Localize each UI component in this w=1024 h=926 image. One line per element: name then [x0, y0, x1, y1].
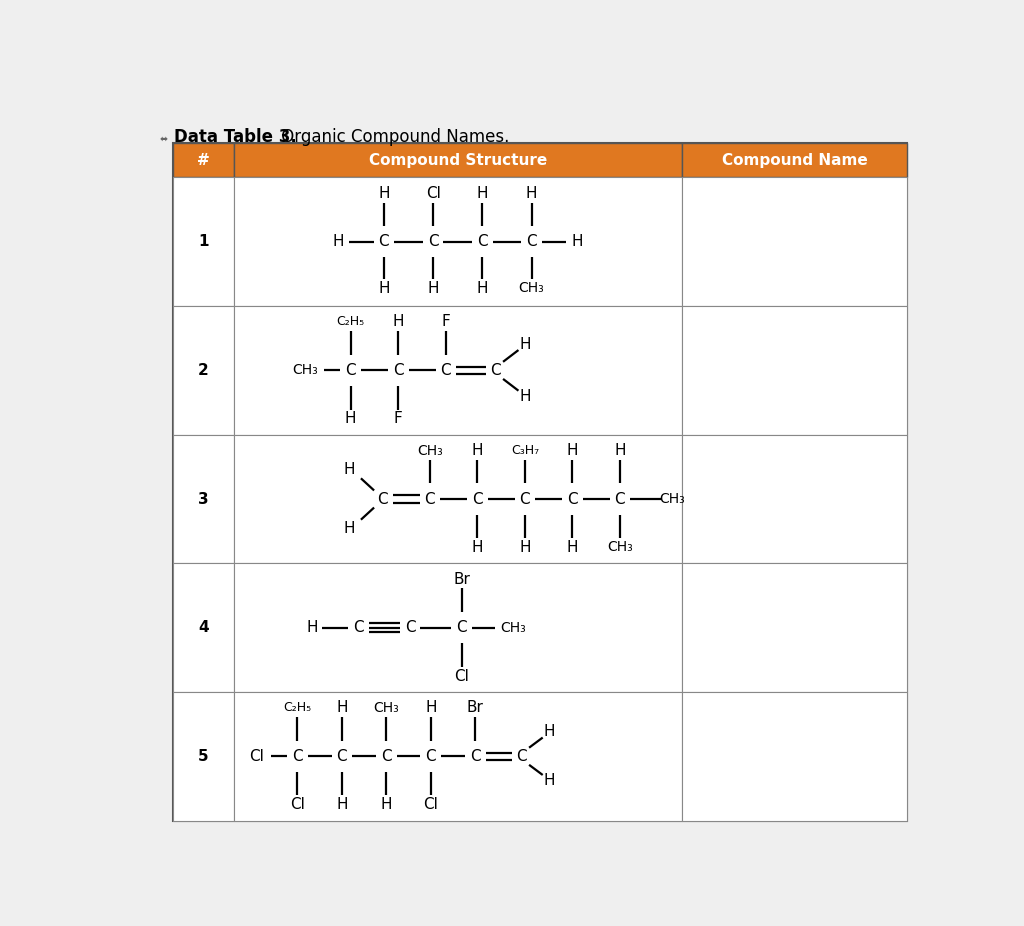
Text: F: F: [441, 315, 451, 330]
Text: C: C: [379, 234, 389, 249]
Text: H: H: [519, 389, 530, 404]
Text: H: H: [392, 315, 404, 330]
Text: #: #: [197, 153, 210, 168]
Bar: [173, 692, 233, 820]
Text: H: H: [519, 540, 530, 555]
Text: H: H: [566, 540, 579, 555]
Text: 2: 2: [198, 363, 209, 378]
Bar: [682, 434, 907, 563]
Bar: [173, 434, 233, 563]
Bar: [682, 307, 907, 434]
Text: H: H: [476, 281, 488, 295]
Text: Compound Name: Compound Name: [722, 153, 867, 168]
Text: C: C: [404, 620, 416, 635]
Text: C₂H₅: C₂H₅: [337, 316, 365, 329]
Text: H: H: [333, 234, 344, 249]
Text: C: C: [428, 234, 438, 249]
Text: H: H: [566, 443, 579, 458]
Bar: [173, 178, 233, 307]
Text: H: H: [345, 411, 356, 426]
Text: Cl: Cl: [249, 749, 264, 764]
Text: C: C: [526, 234, 537, 249]
Text: H: H: [525, 186, 538, 201]
Text: C: C: [567, 492, 578, 507]
Text: Cl: Cl: [423, 797, 438, 812]
Text: Cl: Cl: [426, 186, 440, 201]
Text: CH₃: CH₃: [501, 620, 526, 634]
Text: H: H: [571, 234, 583, 249]
Text: Br: Br: [467, 700, 483, 715]
Text: CH₃: CH₃: [607, 541, 633, 555]
Text: C: C: [337, 749, 347, 764]
Text: C: C: [516, 749, 527, 764]
Text: Compound Structure: Compound Structure: [369, 153, 547, 168]
Bar: [233, 692, 682, 820]
Text: H: H: [336, 797, 347, 812]
Text: ⬌: ⬌: [160, 133, 168, 144]
Text: Br: Br: [454, 571, 470, 587]
Text: 3: 3: [198, 492, 209, 507]
Text: CH₃: CH₃: [293, 363, 318, 378]
Text: CH₃: CH₃: [519, 282, 545, 295]
Text: C: C: [490, 363, 501, 378]
Text: C: C: [425, 749, 436, 764]
Text: H: H: [519, 337, 530, 352]
Text: C: C: [381, 749, 391, 764]
Bar: [233, 563, 682, 692]
Text: CH₃: CH₃: [417, 444, 442, 457]
Bar: [173, 563, 233, 692]
Text: 5: 5: [198, 749, 209, 764]
Text: H: H: [336, 700, 347, 715]
Text: C: C: [292, 749, 303, 764]
Text: H: H: [343, 521, 354, 536]
Bar: [173, 307, 233, 434]
Bar: [173, 144, 233, 178]
Bar: [682, 692, 907, 820]
Bar: [682, 178, 907, 307]
Text: H: H: [381, 797, 392, 812]
Text: C: C: [472, 492, 482, 507]
Text: C₃H₇: C₃H₇: [511, 444, 539, 457]
Text: C: C: [457, 620, 467, 635]
Text: H: H: [544, 724, 555, 739]
Text: C: C: [614, 492, 625, 507]
Text: C: C: [425, 492, 435, 507]
Text: C: C: [393, 363, 403, 378]
Text: H: H: [544, 773, 555, 788]
Text: H: H: [427, 281, 439, 295]
Text: H: H: [472, 540, 483, 555]
Text: C: C: [519, 492, 530, 507]
Text: CH₃: CH₃: [374, 701, 399, 715]
Bar: [682, 144, 907, 178]
Bar: [233, 144, 682, 178]
Text: H: H: [425, 700, 436, 715]
Text: H: H: [306, 620, 317, 635]
Bar: [682, 563, 907, 692]
Text: H: H: [378, 281, 390, 295]
Text: H: H: [343, 461, 354, 477]
Text: CH₃: CH₃: [658, 492, 685, 506]
Text: C: C: [377, 492, 388, 507]
Text: 4: 4: [198, 620, 209, 635]
Text: H: H: [378, 186, 390, 201]
Text: C: C: [353, 620, 364, 635]
Bar: [233, 307, 682, 434]
Text: H: H: [614, 443, 626, 458]
Text: H: H: [472, 443, 483, 458]
Text: C: C: [440, 363, 452, 378]
Text: 1: 1: [198, 234, 209, 249]
Bar: [233, 178, 682, 307]
Text: Cl: Cl: [455, 669, 469, 683]
Text: C: C: [345, 363, 356, 378]
Text: Cl: Cl: [290, 797, 305, 812]
Text: C₂H₅: C₂H₅: [284, 701, 311, 714]
Text: Data Table 3.: Data Table 3.: [174, 128, 297, 145]
Text: Organic Compound Names.: Organic Compound Names.: [275, 128, 509, 145]
Text: C: C: [477, 234, 487, 249]
Text: H: H: [476, 186, 488, 201]
Bar: [233, 434, 682, 563]
Text: C: C: [470, 749, 480, 764]
Text: F: F: [394, 411, 402, 426]
